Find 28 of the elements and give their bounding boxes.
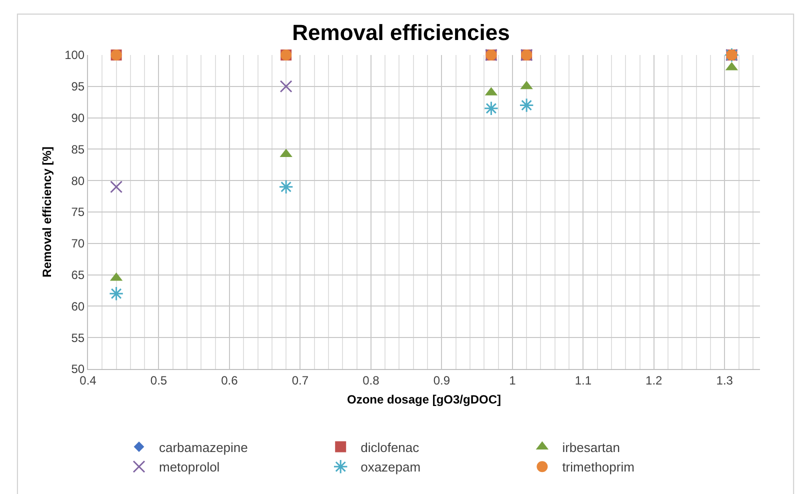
- legend-label: diclofenac: [360, 440, 420, 455]
- y-tick-label: 90: [71, 111, 85, 125]
- x-tick-label: 0.9: [433, 373, 450, 388]
- x-tick-label: 0.5: [150, 373, 168, 388]
- y-tick-label: 85: [71, 142, 85, 156]
- y-tick-label: 75: [71, 205, 85, 220]
- x-tick-label: 1.3: [716, 373, 734, 388]
- y-tick-label: 100: [64, 48, 85, 62]
- y-tick-label: 60: [71, 299, 85, 314]
- legend-label: irbesartan: [562, 440, 620, 455]
- x-tick-label: 1.2: [646, 373, 663, 388]
- x-tick-label: 0.7: [292, 373, 309, 388]
- y-tick-label: 95: [71, 80, 85, 94]
- y-tick-label: 80: [71, 174, 85, 188]
- legend-label: oxazepam: [360, 460, 421, 475]
- y-tick-label: 65: [71, 268, 85, 282]
- x-tick-label: 1.1: [574, 373, 592, 388]
- y-tick-label: 55: [71, 330, 85, 345]
- y-axis-title: Removal efficiency [%]: [40, 146, 54, 278]
- x-tick-label: 0.8: [362, 373, 380, 388]
- legend-label: metoprolol: [159, 460, 220, 475]
- x-axis-title: Ozone dosage [gO3/gDOC]: [346, 392, 502, 406]
- legend-label: trimethoprim: [562, 460, 634, 475]
- x-tick-label: 0.6: [221, 373, 238, 388]
- chart-title: Removal efficiencies: [292, 20, 510, 46]
- y-tick-label: 70: [71, 236, 85, 251]
- x-tick-label: 1: [509, 373, 516, 388]
- legend-label: carbamazepine: [159, 440, 248, 455]
